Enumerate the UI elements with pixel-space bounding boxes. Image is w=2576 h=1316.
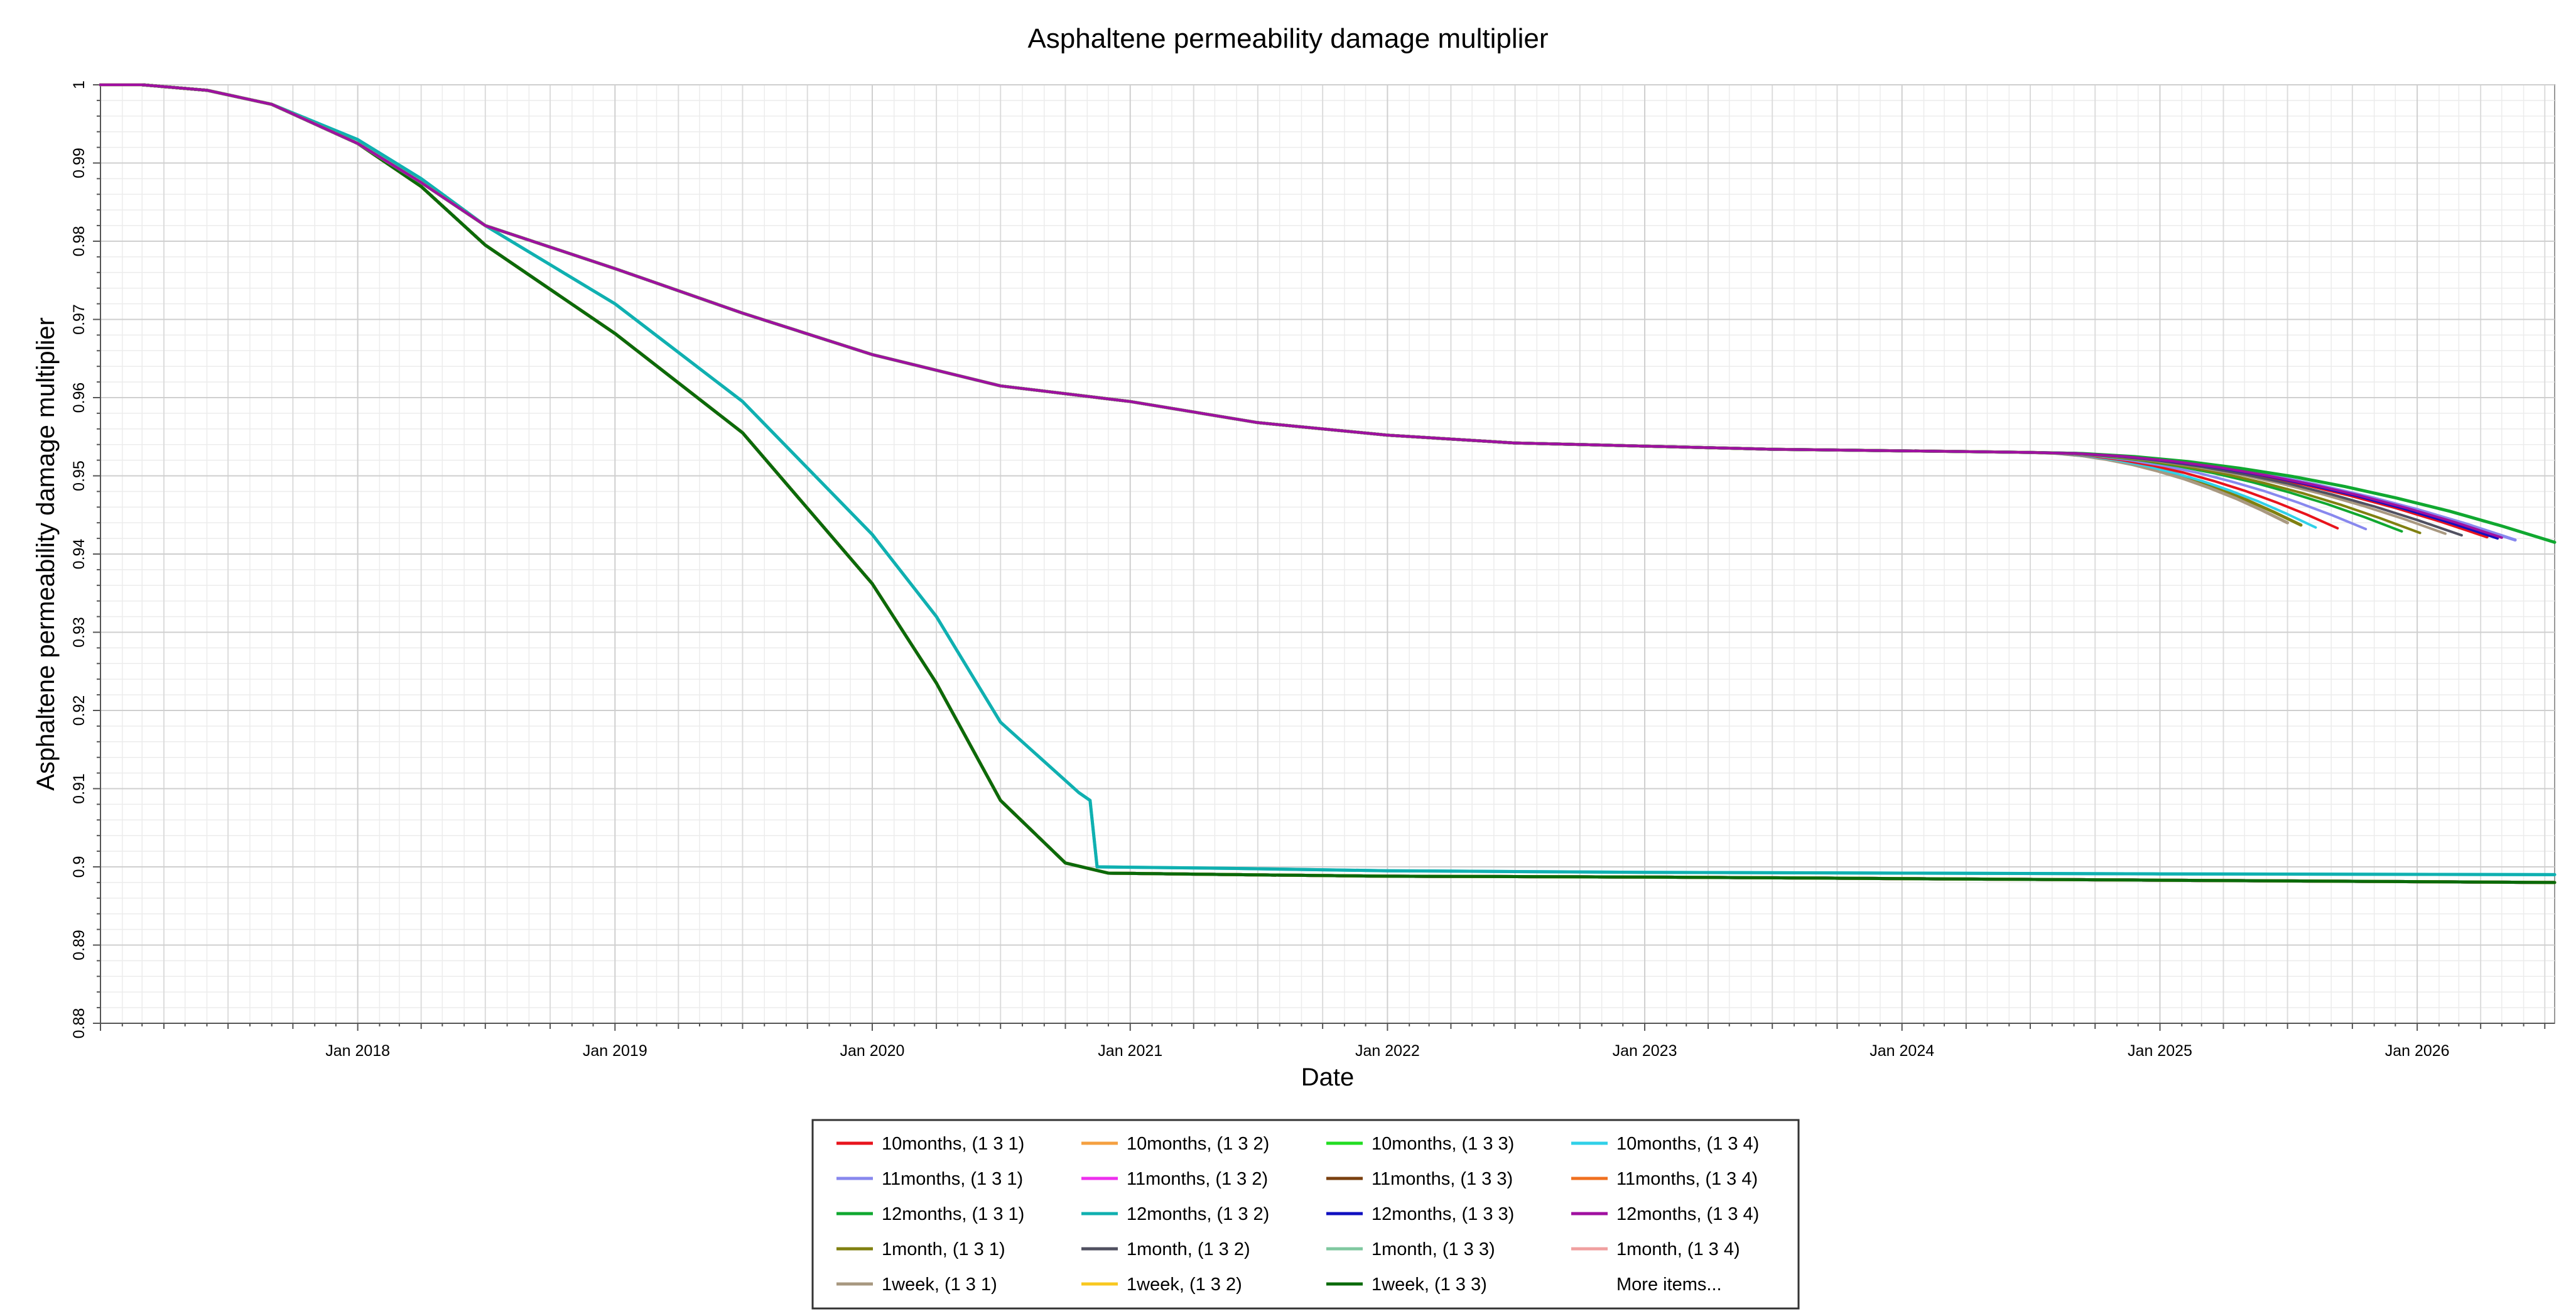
x-tick-label: Jan 2024 (1870, 1042, 1934, 1060)
x-axis-label: Date (1301, 1063, 1355, 1091)
x-tick-label: Jan 2018 (325, 1042, 390, 1060)
legend-item: 1month, (1 3 1) (836, 1239, 1005, 1259)
legend-label: 12months, (1 3 1) (882, 1204, 1024, 1224)
legend-item: 11months, (1 3 3) (1326, 1169, 1513, 1189)
y-tick-label: 0.93 (70, 617, 88, 648)
legend-item: 10months, (1 3 2) (1081, 1134, 1269, 1154)
y-tick-label: 0.96 (70, 383, 88, 413)
legend-label: 11months, (1 3 2) (1127, 1169, 1268, 1189)
legend-label: 12months, (1 3 3) (1372, 1204, 1514, 1224)
y-tick-label: 0.88 (70, 1008, 88, 1039)
legend-label: 1week, (1 3 1) (882, 1275, 997, 1295)
legend-label: 12months, (1 3 2) (1127, 1204, 1269, 1224)
legend-item: 12months, (1 3 1) (836, 1204, 1024, 1224)
y-tick-label: 0.89 (70, 930, 88, 960)
x-tick-labels: Jan 2018 Jan 2019 Jan 2020 Jan 2021 Jan 2022… (325, 1042, 2449, 1060)
legend-item: 11months, (1 3 2) (1081, 1169, 1268, 1189)
y-tick-label: 1 (70, 80, 88, 89)
legend-item: 1month, (1 3 3) (1326, 1239, 1495, 1259)
legend-item: 1week, (1 3 2) (1081, 1275, 1242, 1295)
x-tick-label: Jan 2023 (1613, 1042, 1677, 1060)
legend-label: 10months, (1 3 3) (1372, 1134, 1514, 1154)
legend-box (811, 1119, 1800, 1310)
legend-label: 11months, (1 3 1) (882, 1169, 1023, 1189)
legend-label: 10months, (1 3 1) (882, 1134, 1024, 1154)
x-tick-label: Jan 2020 (840, 1042, 905, 1060)
y-tick-label: 0.94 (70, 539, 88, 570)
axes (93, 84, 2555, 1031)
legend-item: 12months, (1 3 4) (1571, 1204, 1759, 1224)
legend-item: 1week, (1 3 1) (836, 1275, 997, 1295)
y-tick-label: 0.97 (70, 304, 88, 335)
y-axis-label: Asphaltene permeability damage multiplie… (32, 317, 60, 791)
x-tick-label: Jan 2025 (2128, 1042, 2192, 1060)
legend-item: 10months, (1 3 1) (836, 1134, 1024, 1154)
legend-item: 10months, (1 3 3) (1326, 1134, 1514, 1154)
legend-item: 11months, (1 3 4) (1571, 1169, 1758, 1189)
legend-more-items[interactable]: More items... (1616, 1275, 1722, 1295)
y-tick-labels: 0.88 0.89 0.9 0.91 0.92 0.93 0.94 0.95 0.96 0.97 0… (70, 80, 88, 1038)
legend-item: 1month, (1 3 2) (1081, 1239, 1250, 1259)
y-tick-label: 0.9 (70, 856, 88, 878)
legend-label: 1month, (1 3 4) (1616, 1239, 1740, 1259)
legend-label: 1week, (1 3 3) (1372, 1275, 1487, 1295)
legend-label: 12months, (1 3 4) (1616, 1204, 1759, 1224)
legend-label: 11months, (1 3 4) (1616, 1169, 1758, 1189)
y-tick-label: 0.92 (70, 695, 88, 726)
chart-title: Asphaltene permeability damage multiplie… (1027, 23, 1548, 54)
y-tick-label: 0.98 (70, 226, 88, 257)
x-tick-label: Jan 2022 (1355, 1042, 1420, 1060)
y-tick-label: 0.95 (70, 460, 88, 491)
legend-label: 1month, (1 3 1) (882, 1239, 1005, 1259)
series-line (99, 84, 2503, 539)
legend-label: 10months, (1 3 4) (1616, 1134, 1759, 1154)
series-lines (99, 83, 2557, 884)
legend-item: 1month, (1 3 4) (1571, 1239, 1740, 1259)
legend-item: 1week, (1 3 3) (1326, 1275, 1487, 1295)
x-tick-label: Jan 2021 (1098, 1042, 1162, 1060)
x-tick-label: Jan 2019 (583, 1042, 647, 1060)
legend-label: 10months, (1 3 2) (1127, 1134, 1269, 1154)
legend: 10months, (1 3 1) 10months, (1 3 2) 10mont… (811, 1119, 1800, 1310)
legend-item: 11months, (1 3 1) (836, 1169, 1023, 1189)
legend-label: 1week, (1 3 2) (1127, 1275, 1242, 1295)
legend-label: 11months, (1 3 3) (1372, 1169, 1513, 1189)
legend-item: 12months, (1 3 2) (1081, 1204, 1269, 1224)
x-tick-label: Jan 2026 (2385, 1042, 2450, 1060)
legend-item: 10months, (1 3 4) (1571, 1134, 1759, 1154)
y-tick-label: 0.99 (70, 148, 88, 178)
y-tick-label: 0.91 (70, 773, 88, 804)
legend-label: 1month, (1 3 3) (1372, 1239, 1495, 1259)
legend-item: 12months, (1 3 3) (1326, 1204, 1514, 1224)
legend-label: 1month, (1 3 2) (1127, 1239, 1250, 1259)
